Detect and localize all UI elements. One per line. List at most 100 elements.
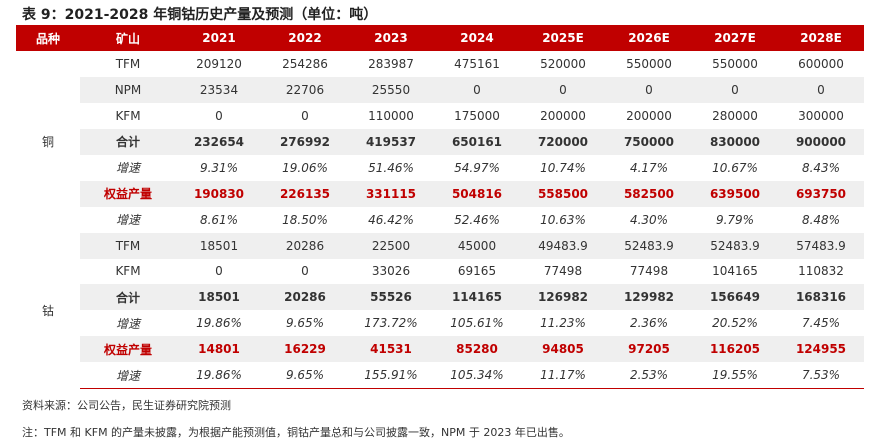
- value-cell: 19.55%: [692, 362, 778, 390]
- header-cell: 2023: [348, 25, 434, 51]
- value-cell: 200000: [540, 108, 586, 123]
- row-label: 权益产量: [80, 180, 176, 207]
- row-label: TFM: [115, 56, 141, 71]
- value-cell: 830000: [692, 128, 778, 155]
- value-cell: 550000: [626, 56, 672, 71]
- value-cell: 550000: [712, 56, 758, 71]
- kfm-row: KFM 0 0 33026 69165 77498 77498 104165 110832: [16, 259, 864, 285]
- value-cell: 114165: [434, 284, 520, 311]
- value-cell: 18501: [176, 284, 262, 311]
- value-cell: 116205: [692, 336, 778, 363]
- value-cell: 300000: [798, 108, 844, 123]
- value-cell: 7.53%: [778, 362, 864, 390]
- value-cell: 520000: [540, 56, 586, 71]
- row-label: 增速: [80, 362, 176, 390]
- value-cell: 46.42%: [368, 212, 414, 227]
- value-cell: 419537: [348, 128, 434, 155]
- growth-row: 增速 8.61% 18.50% 46.42% 52.46% 10.63% 4.30% 9.79…: [16, 207, 864, 233]
- equity-row: 权益产量 14801 16229 41531 85280 94805 97205 116205…: [16, 336, 864, 363]
- value-cell: 650161: [434, 128, 520, 155]
- header-cell: 2027E: [692, 25, 778, 51]
- value-cell: 14801: [176, 336, 262, 363]
- header-row: 品种 矿山 2021 2022 2023 2024 2025E 2026E 20…: [16, 25, 864, 51]
- value-cell: 190830: [176, 180, 262, 207]
- value-cell: 11.23%: [540, 316, 586, 331]
- total-row: 合计 18501 20286 55526 114165 126982 129982 15664…: [16, 284, 864, 311]
- header-cell: 2024: [434, 25, 520, 51]
- tfm-row: 钴 TFM 18501 20286 22500 45000 49483.9 52483.9 52…: [16, 232, 864, 389]
- value-cell: 720000: [520, 128, 606, 155]
- value-cell: 55526: [348, 284, 434, 311]
- growth-row: 增速 19.86% 9.65% 155.91% 105.34% 11.17% 2.53% 19…: [16, 362, 864, 390]
- value-cell: 9.65%: [262, 362, 348, 390]
- row-label: NPM: [80, 76, 176, 103]
- value-cell: 105.34%: [434, 362, 520, 390]
- value-cell: 104165: [712, 264, 758, 279]
- value-cell: 85280: [434, 336, 520, 363]
- value-cell: 18501: [176, 232, 262, 259]
- value-cell: 94805: [520, 336, 606, 363]
- value-cell: 8.61%: [199, 212, 239, 227]
- value-cell: 51.46%: [368, 160, 414, 175]
- value-cell: 283987: [368, 56, 414, 71]
- header-cell: 矿山: [80, 25, 176, 51]
- value-cell: 22500: [348, 232, 434, 259]
- row-label: KFM: [115, 264, 141, 279]
- row-label: 增速: [115, 161, 140, 176]
- row-label: 权益产量: [80, 336, 176, 363]
- value-cell: 0: [301, 108, 309, 123]
- value-cell: 110832: [798, 264, 844, 279]
- value-cell: 475161: [454, 56, 500, 71]
- value-cell: 558500: [520, 180, 606, 207]
- table-body: 铜 TFM 209120 254286 283987 475161 520000 550000…: [16, 51, 864, 390]
- value-cell: 155.91%: [348, 362, 434, 390]
- value-cell: 750000: [606, 128, 692, 155]
- value-cell: 77498: [629, 264, 669, 279]
- value-cell: 20286: [262, 232, 348, 259]
- value-cell: 0: [215, 108, 223, 123]
- value-cell: 69165: [457, 264, 497, 279]
- value-cell: 10.63%: [540, 212, 586, 227]
- value-cell: 45000: [434, 232, 520, 259]
- value-cell: 200000: [626, 108, 672, 123]
- value-cell: 173.72%: [364, 316, 418, 331]
- value-cell: 52.46%: [454, 212, 500, 227]
- value-cell: 254286: [282, 56, 328, 71]
- value-cell: 0: [778, 76, 864, 103]
- value-cell: 4.30%: [629, 212, 669, 227]
- value-cell: 22706: [262, 76, 348, 103]
- value-cell: 10.67%: [712, 160, 758, 175]
- value-cell: 2.53%: [606, 362, 692, 390]
- npm-row: NPM 23534 22706 25550 0 0 0 0 0: [16, 76, 864, 103]
- value-cell: 175000: [454, 108, 500, 123]
- value-cell: 276992: [262, 128, 348, 155]
- value-cell: 129982: [606, 284, 692, 311]
- group-cobalt: 钴: [16, 232, 80, 389]
- value-cell: 280000: [712, 108, 758, 123]
- tfm-row: 铜 TFM 209120 254286 283987 475161 520000 550000…: [16, 51, 864, 233]
- value-cell: 52483.9: [692, 232, 778, 259]
- equity-row: 权益产量 190830 226135 331115 504816 558500 582500…: [16, 180, 864, 207]
- value-cell: 110000: [368, 108, 414, 123]
- value-cell: 19.86%: [196, 316, 242, 331]
- value-cell: 19.06%: [282, 160, 328, 175]
- row-label: TFM: [80, 232, 176, 259]
- value-cell: 126982: [520, 284, 606, 311]
- group-copper: 铜: [16, 51, 80, 233]
- value-cell: 97205: [606, 336, 692, 363]
- value-cell: 0: [434, 76, 520, 103]
- value-cell: 504816: [434, 180, 520, 207]
- value-cell: 582500: [606, 180, 692, 207]
- value-cell: 600000: [798, 56, 844, 71]
- value-cell: 168316: [778, 284, 864, 311]
- value-cell: 9.31%: [199, 160, 239, 175]
- header-cell: 2021: [176, 25, 262, 51]
- value-cell: 41531: [348, 336, 434, 363]
- kfm-row: KFM 0 0 110000 175000 200000 200000 280000 30000…: [16, 103, 864, 129]
- value-cell: 900000: [778, 128, 864, 155]
- value-cell: 209120: [196, 56, 242, 71]
- header-cell: 2025E: [520, 25, 606, 51]
- row-label: KFM: [115, 108, 141, 123]
- value-cell: 25550: [348, 76, 434, 103]
- value-cell: 639500: [692, 180, 778, 207]
